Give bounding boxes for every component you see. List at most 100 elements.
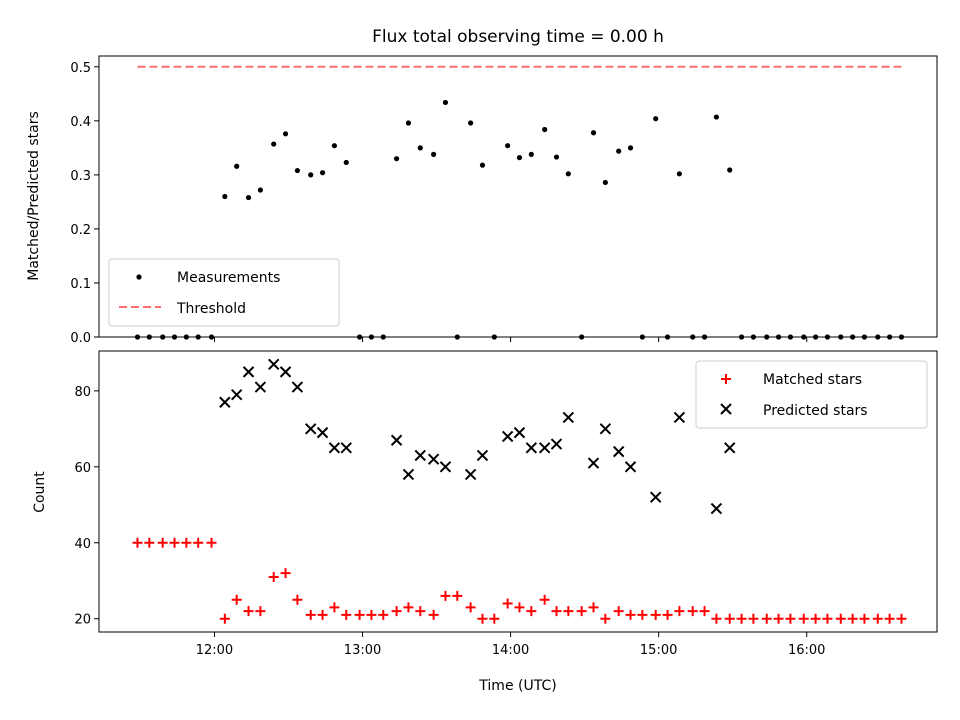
- count-y-tick-label: 40: [74, 537, 91, 552]
- matched-star-point: [711, 613, 722, 624]
- matched-star-point: [896, 613, 907, 624]
- matched-star-point: [872, 613, 883, 624]
- legend-predicted-swatch: [720, 403, 732, 415]
- measurement-point: [616, 148, 622, 154]
- matched-star-point: [354, 609, 365, 620]
- predicted-star-point: [550, 438, 563, 450]
- matched-star-point: [452, 590, 463, 601]
- predicted-star-point: [219, 396, 231, 408]
- matched-star-point: [415, 606, 426, 617]
- matched-star-point: [502, 598, 513, 609]
- matched-star-point: [526, 606, 537, 617]
- chart-title: Flux total observing time = 0.00 h: [372, 27, 664, 47]
- predicted-star-point: [390, 434, 403, 446]
- matched-star-point: [810, 613, 821, 624]
- matched-star-point: [650, 609, 661, 620]
- predicted-star-point: [291, 381, 304, 393]
- measurement-point: [195, 334, 201, 340]
- count-y-tick-label: 20: [74, 613, 91, 628]
- matched-star-point: [305, 609, 316, 620]
- measurement-point: [664, 334, 671, 340]
- matched-star-point: [243, 606, 254, 617]
- measurement-point: [183, 334, 189, 340]
- matched-star-point: [761, 613, 772, 624]
- matched-star-point: [588, 602, 599, 613]
- matched-star-point: [477, 613, 488, 624]
- measurement-point: [356, 334, 363, 340]
- count-panel: 20 40 60 80 12:00 13:00 14:00 15:00 16:00 Matched…: [74, 350, 938, 658]
- ratio-y-tick-label: 0.1: [70, 277, 91, 292]
- measurement-point: [516, 154, 523, 161]
- matched-star-point: [219, 613, 230, 624]
- legend-measurements-label: Measurements: [177, 270, 280, 286]
- matched-star-point: [674, 606, 685, 617]
- measurement-point: [468, 120, 474, 126]
- matched-star-point: [600, 613, 611, 624]
- predicted-star-point: [464, 468, 477, 481]
- measurement-point: [491, 334, 497, 340]
- x-tick-label: 15:00: [640, 643, 677, 658]
- x-axis-label: Time (UTC): [478, 678, 556, 694]
- predicted-star-point: [538, 442, 551, 454]
- predicted-star-point: [673, 411, 686, 424]
- matched-star-point: [539, 594, 550, 605]
- predicted-star-point: [230, 388, 243, 401]
- ratio-axes-frame: [98, 55, 938, 338]
- ratio-y-tick-label: 0.3: [70, 169, 91, 184]
- measurement-point: [764, 334, 770, 340]
- matched-star-point: [699, 606, 710, 617]
- matched-star-point: [859, 613, 870, 624]
- matched-star-point: [428, 609, 439, 620]
- predicted-star-point: [279, 366, 292, 378]
- predicted-star-point: [340, 442, 352, 454]
- matched-star-point: [736, 613, 747, 624]
- measurement-point: [417, 145, 423, 151]
- matched-star-point: [551, 606, 562, 617]
- count-y-tick-label: 80: [74, 385, 91, 400]
- measurement-point: [245, 194, 252, 201]
- measurement-point: [528, 151, 534, 157]
- legend-threshold-label: Threshold: [176, 301, 246, 317]
- measurement-point: [380, 334, 386, 340]
- predicted-star-point: [649, 491, 662, 503]
- matched-star-point: [391, 606, 402, 617]
- predicted-star-point: [612, 445, 625, 458]
- matched-star-point: [157, 537, 168, 548]
- measurement-point: [160, 334, 166, 340]
- measurement-point: [368, 334, 375, 340]
- matched-star-point: [822, 613, 833, 624]
- predicted-star-point: [328, 442, 341, 454]
- predicted-star-point: [724, 442, 736, 454]
- matched-star-point: [884, 613, 895, 624]
- measurement-point: [627, 145, 634, 151]
- ratio-y-tick-label: 0.4: [70, 115, 91, 130]
- predicted-star-point: [427, 453, 440, 465]
- predicted-star-point: [501, 430, 514, 443]
- matched-star-point: [132, 537, 143, 548]
- measurement-point: [431, 151, 437, 157]
- x-tick-label: 13:00: [344, 643, 381, 658]
- measurement-point: [875, 334, 881, 340]
- measurement-point: [824, 334, 831, 340]
- measurement-point: [690, 334, 696, 340]
- ratio-legend-box: [108, 258, 340, 327]
- predicted-star-point: [254, 381, 267, 393]
- measurement-point: [319, 170, 326, 176]
- measurement-point: [713, 114, 719, 120]
- measurement-point: [393, 156, 400, 162]
- predicted-star-point: [242, 366, 255, 378]
- matched-star-point: [169, 537, 180, 548]
- measurement-point: [505, 143, 511, 149]
- measurement-point: [701, 334, 708, 340]
- matched-star-point: [576, 606, 587, 617]
- matched-star-point: [687, 606, 698, 617]
- measurement-point: [838, 334, 844, 340]
- x-tick-label: 12:00: [196, 643, 233, 658]
- matched-star-point: [724, 613, 735, 624]
- predicted-star-point: [587, 457, 600, 469]
- matched-star-point: [662, 609, 673, 620]
- predicted-star-point: [305, 423, 317, 435]
- matched-star-point: [785, 613, 796, 624]
- measurement-point: [146, 334, 152, 340]
- ratio-y-tick-label: 0.2: [70, 223, 91, 238]
